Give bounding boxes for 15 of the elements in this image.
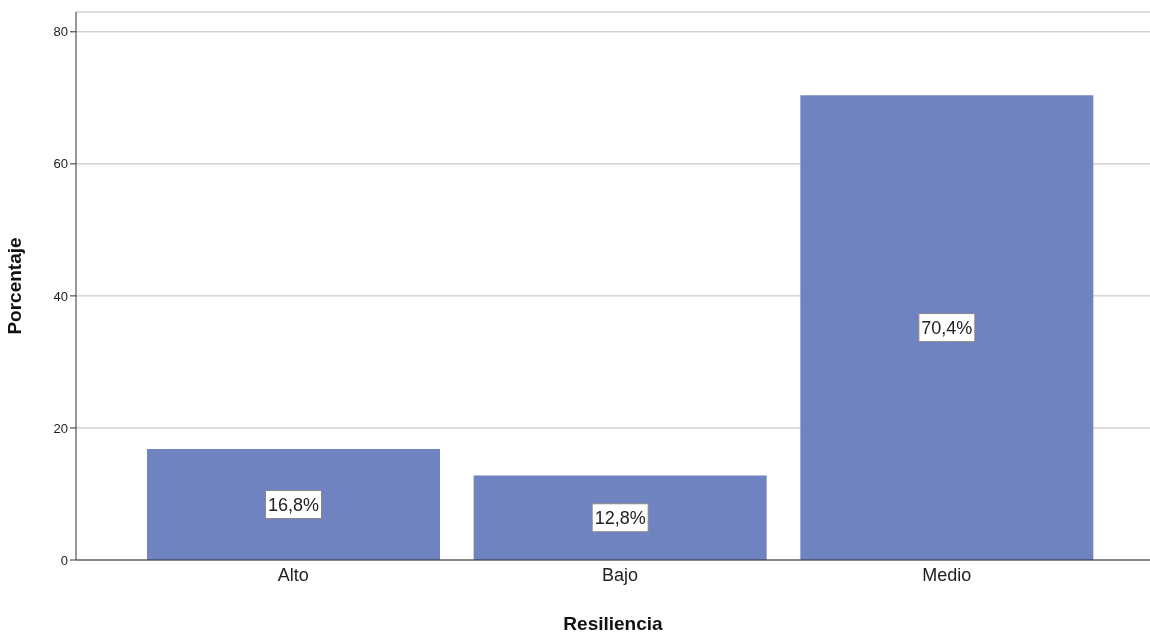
y-tick-label: 0 <box>60 552 68 568</box>
x-tick-label: Bajo <box>601 564 639 585</box>
y-tick-label: 40 <box>53 288 68 304</box>
bar <box>147 449 440 560</box>
data-label: 16,8% <box>267 494 320 515</box>
bar <box>800 95 1094 560</box>
y-tick-label: 60 <box>53 156 68 172</box>
bar <box>473 475 767 560</box>
x-tick-label: Medio <box>922 564 972 585</box>
x-tick-label: Alto <box>277 564 309 585</box>
data-label: 12,8% <box>594 507 646 528</box>
y-tick-label: 20 <box>53 420 68 436</box>
data-label: 70,4% <box>921 317 973 338</box>
y-tick-label: 80 <box>53 24 68 40</box>
x-axis-title: Resiliencia <box>563 613 664 634</box>
